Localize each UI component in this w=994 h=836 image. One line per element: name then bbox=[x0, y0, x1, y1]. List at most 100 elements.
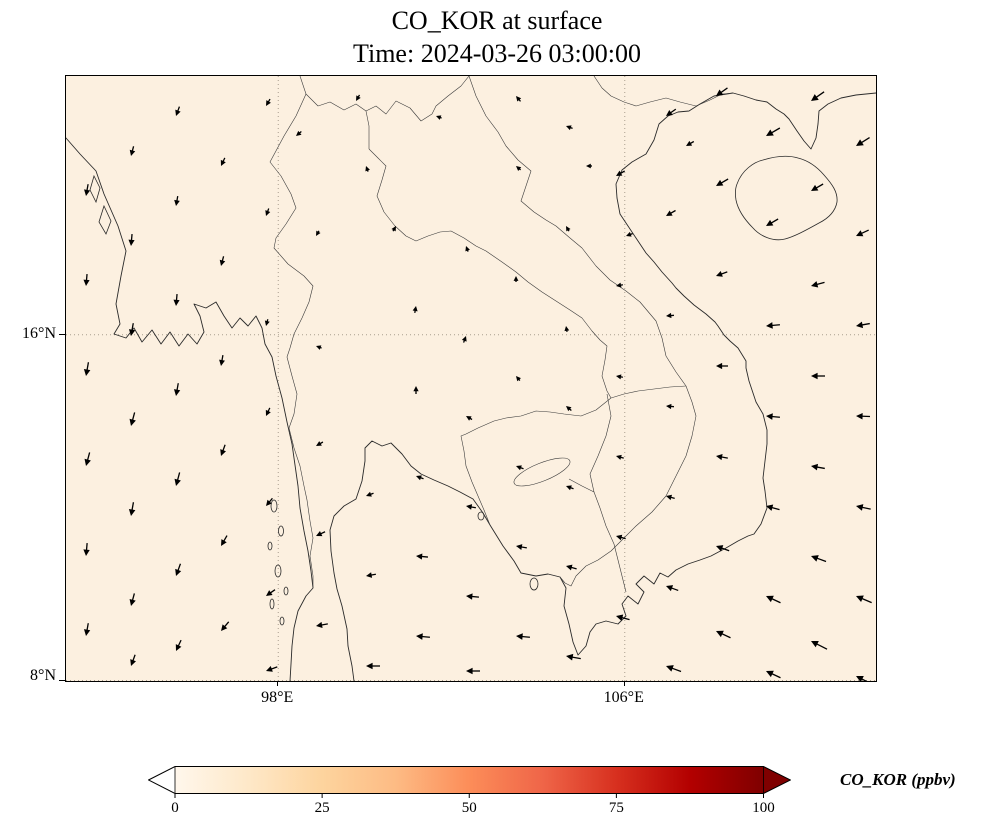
wind-arrow bbox=[616, 454, 624, 460]
y-tickmark-16 bbox=[59, 334, 65, 336]
wind-arrow bbox=[716, 454, 728, 461]
wind-arrow bbox=[412, 306, 418, 314]
wind-arrow bbox=[266, 589, 276, 596]
wind-arrow bbox=[516, 376, 521, 382]
figure-title: CO_KOR at surface bbox=[391, 6, 603, 35]
wind-arrow bbox=[83, 362, 91, 376]
border-myanmar-thailand bbox=[269, 93, 314, 588]
border-cambodia-vietnam bbox=[559, 385, 697, 587]
border-myanmar-laos bbox=[365, 110, 370, 149]
wind-arrow bbox=[666, 585, 679, 592]
wind-arrow bbox=[856, 412, 871, 420]
wind-arrow bbox=[219, 355, 225, 366]
wind-arrow bbox=[219, 256, 226, 266]
wind-arrow bbox=[766, 127, 781, 136]
lake-tonle-sap bbox=[513, 457, 571, 487]
wind-arrow bbox=[811, 183, 824, 191]
wind-arrow bbox=[616, 170, 625, 176]
wind-arrow bbox=[766, 413, 781, 420]
wind-arrow bbox=[716, 545, 730, 552]
island-arakan-1 bbox=[89, 174, 101, 204]
wind-arrow bbox=[666, 403, 675, 410]
wind-arrow bbox=[413, 386, 419, 394]
wind-arrow bbox=[566, 564, 577, 571]
wind-arrow bbox=[766, 670, 781, 679]
wind-arrow bbox=[666, 312, 675, 319]
wind-arrow bbox=[716, 271, 728, 277]
wind-arrow bbox=[366, 572, 376, 578]
wind-arrow bbox=[856, 676, 871, 681]
coastline-layer bbox=[66, 76, 876, 681]
border-china-north bbox=[299, 76, 470, 122]
wind-arrow bbox=[466, 416, 473, 421]
wind-arrow bbox=[84, 452, 91, 466]
wind-arrow bbox=[83, 273, 90, 286]
border-laos-vietnam bbox=[468, 76, 687, 387]
wind-arrow bbox=[83, 542, 90, 556]
wind-arrow bbox=[811, 463, 825, 471]
wind-arrow bbox=[266, 497, 273, 506]
wind-arrow bbox=[766, 322, 781, 329]
wind-arrow bbox=[84, 184, 91, 196]
coastline-gulf-vietnam-china bbox=[329, 92, 876, 681]
islands-mergui bbox=[267, 499, 289, 626]
wind-arrow bbox=[365, 166, 370, 172]
map-canvas bbox=[66, 76, 876, 681]
wind-arrow bbox=[516, 465, 524, 471]
wind-arrow bbox=[128, 233, 135, 246]
colorbar-under-arrow bbox=[148, 766, 175, 794]
wind-arrow bbox=[811, 372, 825, 380]
wind-arrow bbox=[586, 163, 592, 169]
wind-arrow bbox=[461, 336, 467, 343]
wind-arrow bbox=[566, 406, 572, 412]
wind-arrow bbox=[466, 667, 480, 675]
wind-arrow bbox=[265, 407, 271, 416]
wind-arrow bbox=[856, 229, 869, 237]
wind-arrow bbox=[436, 115, 442, 120]
wind-arrow bbox=[175, 639, 182, 651]
wind-arrow bbox=[264, 319, 270, 326]
wind-arrow bbox=[356, 94, 361, 101]
wind-arrow bbox=[316, 441, 324, 446]
wind-arrow bbox=[173, 383, 181, 396]
wind-arrow bbox=[516, 633, 531, 640]
colorbar: 0 25 50 75 100 bbox=[147, 766, 792, 816]
colorbar-canvas bbox=[147, 766, 792, 798]
colorbar-over-arrow bbox=[763, 766, 791, 794]
colorbar-tick-label: 25 bbox=[314, 800, 330, 816]
wind-arrow bbox=[221, 535, 228, 546]
gridlines-layer bbox=[66, 76, 876, 681]
wind-quiver-layer bbox=[83, 87, 872, 681]
wind-arrow bbox=[616, 374, 624, 380]
wind-arrow bbox=[616, 614, 630, 621]
wind-arrow bbox=[266, 98, 271, 106]
y-tick-label: 16°N bbox=[22, 325, 56, 343]
wind-arrow bbox=[130, 654, 136, 666]
wind-arrow bbox=[716, 630, 731, 639]
wind-arrow bbox=[129, 146, 136, 156]
wind-arrow bbox=[856, 595, 872, 604]
x-tickmark-106 bbox=[623, 681, 625, 686]
wind-arrow bbox=[466, 593, 480, 600]
wind-arrow bbox=[516, 166, 522, 171]
wind-arrow bbox=[811, 641, 828, 650]
wind-arrow bbox=[566, 653, 581, 661]
wind-arrow bbox=[466, 504, 476, 510]
wind-arrow bbox=[316, 531, 326, 537]
x-tick-label: 98°E bbox=[261, 689, 294, 706]
colorbar-gradient-bar bbox=[175, 766, 764, 794]
wind-arrow bbox=[129, 593, 136, 606]
wind-arrow bbox=[129, 412, 136, 426]
wind-arrow bbox=[766, 218, 779, 226]
border-laos-cambodia bbox=[610, 385, 687, 399]
wind-arrow bbox=[220, 444, 226, 456]
wind-arrow bbox=[811, 555, 827, 563]
island-koh-chang bbox=[477, 511, 485, 521]
wind-arrow bbox=[175, 563, 182, 576]
wind-arrow bbox=[175, 106, 181, 116]
border-china-vietnam bbox=[593, 76, 734, 107]
wind-arrow bbox=[666, 108, 677, 116]
wind-arrow bbox=[564, 326, 570, 333]
wind-arrow bbox=[666, 209, 676, 216]
x-tickmark-98 bbox=[277, 681, 279, 686]
